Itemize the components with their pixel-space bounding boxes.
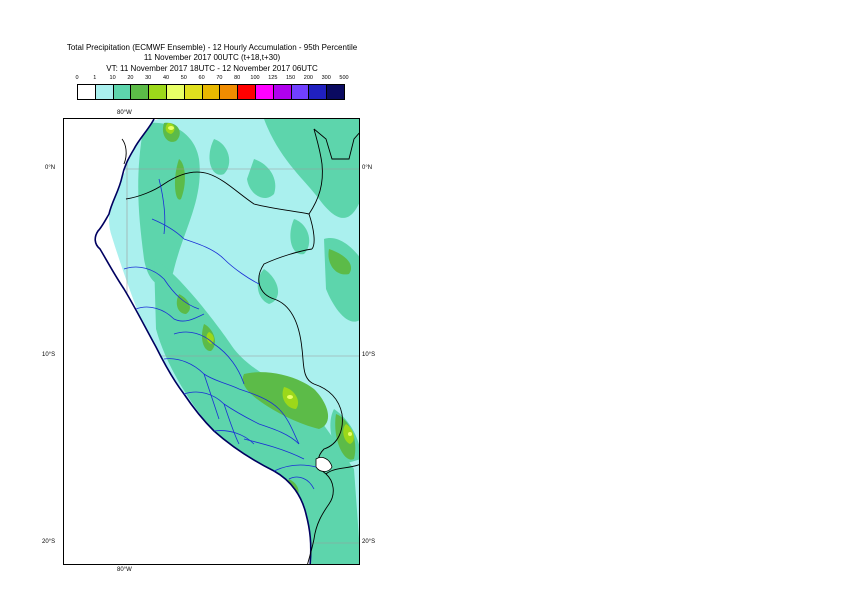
legend-label: 300 — [321, 75, 331, 81]
legend-label: 500 — [339, 75, 349, 81]
legend-label: 100 — [250, 75, 260, 81]
legend-swatch — [290, 84, 310, 100]
legend-swatch — [308, 84, 328, 100]
title-line-1: Total Precipitation (ECMWF Ensemble) - 1… — [66, 43, 358, 52]
precip-field-medium — [138, 119, 359, 564]
legend-label: 40 — [162, 75, 170, 81]
legend-label: 125 — [268, 75, 278, 81]
precip-field-peak — [168, 126, 352, 436]
precip-field-core — [165, 123, 354, 444]
legend-swatch — [130, 84, 150, 100]
legend-label: 20 — [127, 75, 134, 81]
legend-label: 200 — [303, 75, 313, 81]
legend-swatch — [272, 84, 292, 100]
lat-label-10-left: 10°S — [42, 352, 56, 358]
legend-swatch — [77, 84, 96, 100]
legend-label: 70 — [216, 75, 223, 81]
legend-swatch — [166, 84, 185, 100]
legend-label: 50 — [180, 75, 187, 81]
legend-swatch — [94, 84, 114, 100]
legend-label: 60 — [198, 75, 205, 81]
regional-borders — [123, 178, 317, 490]
legend-label: 80 — [234, 75, 241, 81]
legend-label: 30 — [145, 75, 152, 81]
lon-label-top: 80°W — [117, 110, 132, 116]
legend-label: 1 — [93, 75, 97, 81]
legend-swatch — [326, 84, 345, 100]
legend-swatch — [219, 84, 239, 100]
ocean-mask — [64, 119, 311, 564]
legend-swatch — [255, 84, 274, 100]
lake-outline — [315, 457, 333, 472]
legend-swatch — [237, 84, 256, 100]
lat-label-0-right: 0°N — [362, 165, 373, 171]
lat-label-20-left: 20°S — [42, 539, 56, 545]
lon-label-bottom: 80°W — [117, 567, 132, 573]
precipitation-map — [64, 119, 359, 564]
legend-label: 0 — [75, 75, 79, 81]
lat-label-10-right: 10°S — [362, 352, 376, 358]
lat-label-20-right: 20°S — [362, 539, 376, 545]
legend-label: 10 — [109, 75, 116, 81]
title-line-2: 11 November 2017 00UTC (t+18,t+30) — [143, 53, 281, 62]
legend-label: 150 — [286, 75, 296, 81]
coastline — [94, 119, 312, 564]
lat-label-0-left: 0°N — [45, 165, 56, 171]
legend-swatch — [148, 84, 167, 100]
legend-swatch — [183, 84, 203, 100]
legend-swatch — [201, 84, 221, 100]
national-borders — [121, 128, 359, 564]
legend-swatch — [112, 84, 132, 100]
title-line-3: VT: 11 November 2017 18UTC - 12 November… — [106, 64, 318, 73]
map-frame — [63, 118, 360, 565]
